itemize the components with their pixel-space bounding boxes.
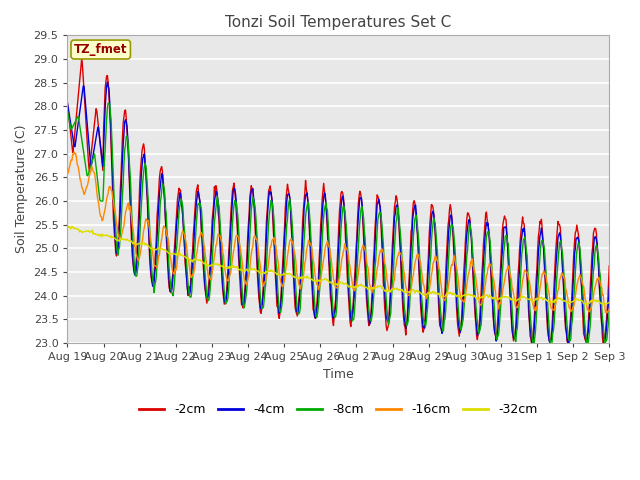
Line: -16cm: -16cm [67, 152, 609, 313]
-32cm [74, 226, 81, 232]
-32cm [404, 289, 412, 295]
Line: -32cm: -32cm [67, 226, 609, 305]
-16cm [63, 170, 71, 176]
-32cm [129, 241, 137, 247]
-16cm [70, 149, 78, 155]
Y-axis label: Soil Temperature (C): Soil Temperature (C) [15, 125, 28, 253]
-4cm [605, 285, 613, 290]
-32cm [420, 292, 428, 298]
-4cm [405, 295, 413, 301]
-8cm [420, 319, 428, 325]
-16cm [185, 258, 193, 264]
-2cm [420, 324, 428, 330]
-2cm [74, 104, 81, 109]
-8cm [605, 309, 613, 315]
-32cm [213, 261, 221, 267]
-8cm [104, 100, 112, 106]
-4cm [104, 79, 111, 85]
-32cm [605, 299, 613, 305]
-8cm [130, 252, 138, 258]
-16cm [130, 233, 138, 239]
-16cm [420, 287, 428, 293]
-8cm [185, 288, 193, 294]
-32cm [63, 223, 71, 228]
-4cm [564, 344, 572, 349]
-4cm [130, 266, 138, 272]
-2cm [214, 195, 221, 201]
-2cm [63, 101, 71, 107]
Title: Tonzi Soil Temperatures Set C: Tonzi Soil Temperatures Set C [225, 15, 451, 30]
-4cm [420, 325, 428, 331]
-8cm [74, 115, 81, 121]
-2cm [78, 55, 86, 61]
-32cm [600, 302, 607, 308]
-16cm [405, 292, 413, 298]
-2cm [185, 290, 193, 296]
-2cm [130, 267, 138, 273]
-8cm [530, 345, 538, 350]
-16cm [214, 235, 221, 240]
-16cm [74, 163, 82, 169]
-32cm [184, 256, 192, 262]
-16cm [605, 306, 613, 312]
Text: TZ_fmet: TZ_fmet [74, 43, 127, 56]
Line: -4cm: -4cm [67, 82, 609, 347]
-8cm [214, 193, 221, 199]
-4cm [185, 290, 193, 296]
-2cm [564, 341, 572, 347]
-2cm [405, 284, 413, 290]
Line: -2cm: -2cm [67, 58, 609, 344]
X-axis label: Time: Time [323, 368, 354, 381]
Legend: -2cm, -4cm, -8cm, -16cm, -32cm: -2cm, -4cm, -8cm, -16cm, -32cm [134, 398, 543, 421]
-8cm [63, 108, 71, 114]
-2cm [605, 263, 613, 269]
-4cm [74, 127, 81, 133]
Line: -8cm: -8cm [67, 103, 609, 348]
-8cm [405, 312, 413, 318]
-16cm [603, 310, 611, 316]
-4cm [63, 100, 71, 106]
-4cm [214, 194, 221, 200]
